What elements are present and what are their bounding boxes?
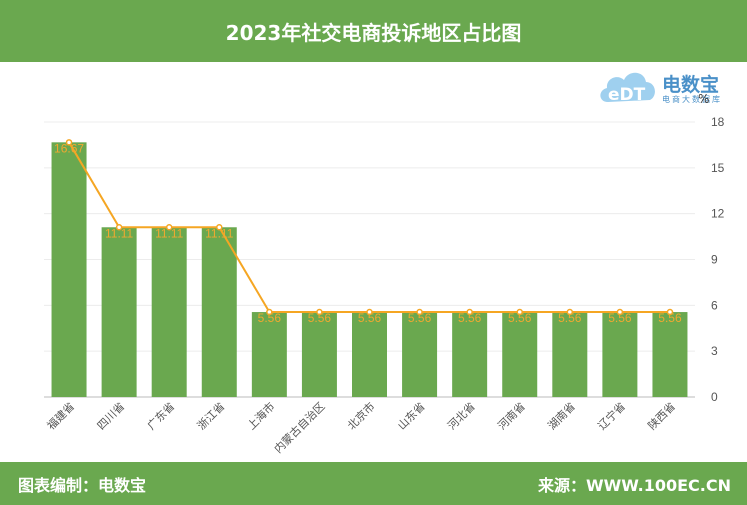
bar — [251, 312, 287, 397]
line-point — [566, 308, 574, 316]
cloud-logo-icon: eDT — [600, 72, 655, 105]
line-point — [516, 308, 523, 316]
data-label: 11.11 — [155, 226, 184, 240]
x-tick-label: 陕西省 — [645, 399, 678, 432]
chart-title-banner: 2023年社交电商投诉地区占比图 — [0, 0, 747, 62]
line-point — [616, 308, 624, 316]
y-tick-label: 3 — [711, 344, 718, 358]
footer-credit: 图表编制：电数宝 — [18, 475, 147, 495]
line-point — [266, 308, 273, 316]
y-tick-label: 0 — [711, 390, 718, 404]
y-tick-label: 15 — [711, 161, 725, 175]
bar — [301, 312, 337, 397]
footer-source: 来源：WWW.100EC.CN — [537, 475, 731, 495]
data-label: 11.11 — [105, 226, 134, 240]
data-label: 5.56 — [358, 311, 382, 325]
line-point — [666, 308, 674, 316]
data-label: 5.56 — [658, 311, 682, 325]
x-tick-label: 四川省 — [95, 400, 128, 433]
line-point — [216, 224, 223, 231]
x-tick-label: 北京市 — [344, 399, 377, 432]
data-label: 5.56 — [558, 311, 582, 325]
line-point — [115, 224, 123, 231]
line-point — [316, 308, 323, 316]
y-tick-label: 6 — [711, 298, 718, 312]
data-label: 11.11 — [205, 226, 234, 240]
line-point — [65, 139, 73, 146]
line-point — [466, 308, 473, 316]
bar — [402, 312, 438, 397]
x-tick-label: 福建省 — [44, 399, 77, 432]
y-axis-unit: % — [698, 92, 710, 106]
y-tick-label: 18 — [711, 115, 725, 129]
data-label: 5.56 — [408, 311, 432, 325]
data-label: 16.67 — [54, 141, 84, 155]
bar — [201, 227, 237, 397]
y-tick-label: 9 — [711, 253, 718, 267]
bar — [602, 312, 638, 397]
x-tick-label: 广东省 — [145, 400, 178, 433]
bar — [652, 312, 688, 397]
x-tick-label: 河南省 — [495, 400, 528, 433]
x-tick-label: 内蒙古自治区 — [271, 399, 328, 456]
data-label: 5.56 — [458, 311, 482, 325]
data-label: 5.56 — [308, 311, 332, 325]
x-tick-label: 湖南省 — [545, 400, 578, 433]
bar — [502, 312, 538, 397]
data-label: 5.56 — [258, 311, 282, 325]
logo-mark: eDT — [608, 85, 646, 105]
bar — [552, 312, 588, 397]
x-tick-label: 山东省 — [395, 400, 428, 433]
data-label: 5.56 — [508, 311, 532, 325]
x-tick-label: 上海市 — [244, 399, 277, 432]
bar — [151, 227, 187, 397]
brand-logo: eDT 电数宝 电商大数据库 — [596, 64, 736, 108]
footer-banner: 图表编制：电数宝 来源：WWW.100EC.CN — [0, 462, 747, 505]
x-tick-label: 辽宁省 — [595, 399, 628, 432]
logo-subtitle: 电商大数据库 — [662, 95, 722, 104]
bar — [452, 312, 488, 397]
line-point — [165, 224, 173, 231]
bar — [51, 142, 87, 397]
x-tick-label: 河北省 — [445, 400, 478, 433]
line-point — [366, 308, 373, 316]
x-tick-label: 浙江省 — [195, 400, 228, 433]
logo-name: 电数宝 — [662, 74, 720, 96]
chart-title: 2023年社交电商投诉地区占比图 — [225, 20, 522, 45]
line-point — [416, 308, 423, 316]
y-tick-label: 12 — [711, 207, 725, 221]
bar — [352, 312, 387, 397]
data-label: 5.56 — [608, 311, 632, 325]
bar-line-chart: 0 3 6 9 12 15 18 16.67 11.11 11.11 11.11 5.56 5.56 5.… — [44, 115, 725, 456]
bar — [101, 227, 137, 397]
